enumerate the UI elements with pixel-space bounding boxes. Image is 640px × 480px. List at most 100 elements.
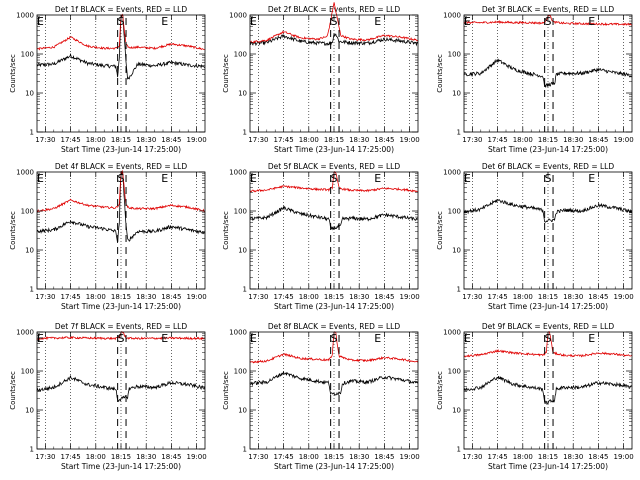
region-marker-S: S [545, 332, 552, 345]
x-axis-label: Start Time (23-Jun-14 17:25:00) [488, 145, 608, 154]
x-tick-label: 17:30 [248, 453, 268, 461]
y-tick-label: 1000 [16, 329, 34, 337]
x-tick-label: 18:30 [563, 136, 583, 144]
y-tick-label: 10 [25, 90, 34, 98]
x-tick-label: 19:00 [187, 453, 207, 461]
y-axis-label: Counts/sec [436, 211, 444, 250]
x-tick-label: 18:15 [538, 453, 558, 461]
x-tick-label: 18:30 [136, 453, 156, 461]
y-tick-label: 1000 [229, 169, 247, 177]
y-axis-label: Counts/sec [9, 54, 17, 93]
x-tick-label: 18:30 [349, 453, 369, 461]
x-tick-label: 17:45 [274, 453, 294, 461]
x-tick-label: 18:45 [374, 293, 394, 301]
y-axis-label: Counts/sec [222, 54, 230, 93]
events-series-line [463, 58, 632, 88]
x-tick-label: 18:45 [161, 293, 181, 301]
x-tick-label: 18:45 [588, 136, 608, 144]
x-tick-label: 18:00 [299, 293, 319, 301]
x-tick-label: 18:00 [299, 136, 319, 144]
y-tick-label: 1 [30, 286, 34, 294]
region-marker-E: E [250, 15, 257, 28]
y-tick-label: 1000 [16, 12, 34, 20]
region-marker-E: E [464, 332, 471, 345]
x-axis-label: Start Time (23-Jun-14 17:25:00) [274, 145, 394, 154]
x-tick-label: 17:30 [462, 453, 482, 461]
y-tick-label: 10 [452, 407, 461, 415]
x-tick-label: 18:15 [324, 136, 344, 144]
x-tick-label: 18:00 [86, 136, 106, 144]
y-tick-label: 1 [243, 446, 247, 454]
x-tick-label: 18:00 [86, 453, 106, 461]
y-axis-label: Counts/sec [436, 371, 444, 410]
region-marker-E: E [588, 332, 595, 345]
region-marker-E: E [37, 172, 44, 185]
region-marker-E: E [588, 15, 595, 28]
x-tick-label: 18:00 [86, 293, 106, 301]
region-marker-E: E [37, 15, 44, 28]
y-tick-label: 1000 [16, 169, 34, 177]
region-marker-E: E [374, 172, 381, 185]
y-tick-label: 100 [234, 368, 247, 376]
y-tick-label: 10 [25, 247, 34, 255]
x-tick-label: 17:30 [248, 136, 268, 144]
x-tick-label: 17:45 [488, 136, 508, 144]
y-tick-label: 10 [25, 407, 34, 415]
region-marker-E: E [161, 332, 168, 345]
x-tick-label: 19:00 [187, 136, 207, 144]
x-tick-label: 17:30 [35, 136, 55, 144]
y-tick-label: 1 [243, 129, 247, 137]
y-tick-label: 10 [452, 247, 461, 255]
region-marker-E: E [250, 332, 257, 345]
x-tick-label: 17:45 [488, 453, 508, 461]
region-marker-S: S [331, 15, 338, 28]
region-marker-S: S [545, 172, 552, 185]
x-tick-label: 18:45 [588, 293, 608, 301]
y-tick-label: 1 [243, 286, 247, 294]
x-tick-label: 18:30 [136, 136, 156, 144]
x-tick-label: 18:00 [513, 453, 533, 461]
x-tick-label: 17:45 [488, 293, 508, 301]
region-marker-S: S [118, 332, 125, 345]
region-marker-E: E [161, 15, 168, 28]
x-axis-label: Start Time (23-Jun-14 17:25:00) [488, 462, 608, 471]
panel-title: Det 4f BLACK = Events, RED = LLD [55, 162, 188, 171]
x-tick-label: 19:00 [400, 453, 420, 461]
panel-title: Det 5f BLACK = Events, RED = LLD [268, 162, 401, 171]
region-marker-E: E [464, 172, 471, 185]
x-tick-label: 18:00 [513, 293, 533, 301]
y-tick-label: 10 [238, 90, 247, 98]
x-tick-label: 17:30 [35, 293, 55, 301]
y-tick-label: 100 [21, 208, 34, 216]
x-tick-label: 17:30 [462, 293, 482, 301]
region-marker-E: E [250, 172, 257, 185]
y-axis-label: Counts/sec [436, 54, 444, 93]
region-marker-E: E [374, 15, 381, 28]
x-tick-label: 18:15 [111, 136, 131, 144]
x-tick-label: 19:00 [187, 293, 207, 301]
region-marker-S: S [118, 172, 125, 185]
panel-title: Det 3f BLACK = Events, RED = LLD [482, 5, 615, 14]
y-tick-label: 1 [457, 446, 461, 454]
x-tick-label: 17:30 [35, 453, 55, 461]
region-marker-E: E [374, 332, 381, 345]
events-series-line [36, 374, 205, 403]
x-tick-label: 19:00 [614, 136, 634, 144]
events-series-line [249, 371, 418, 396]
x-tick-label: 18:30 [349, 293, 369, 301]
x-tick-label: 17:30 [462, 136, 482, 144]
y-tick-label: 1000 [229, 329, 247, 337]
panel-title: Det 6f BLACK = Events, RED = LLD [482, 162, 615, 171]
x-axis-label: Start Time (23-Jun-14 17:25:00) [61, 302, 181, 311]
x-tick-label: 19:00 [614, 293, 634, 301]
x-tick-label: 18:15 [111, 293, 131, 301]
x-tick-label: 18:15 [111, 453, 131, 461]
x-tick-label: 18:15 [538, 293, 558, 301]
region-marker-S: S [118, 15, 125, 28]
region-marker-E: E [161, 172, 168, 185]
y-tick-label: 100 [234, 51, 247, 59]
